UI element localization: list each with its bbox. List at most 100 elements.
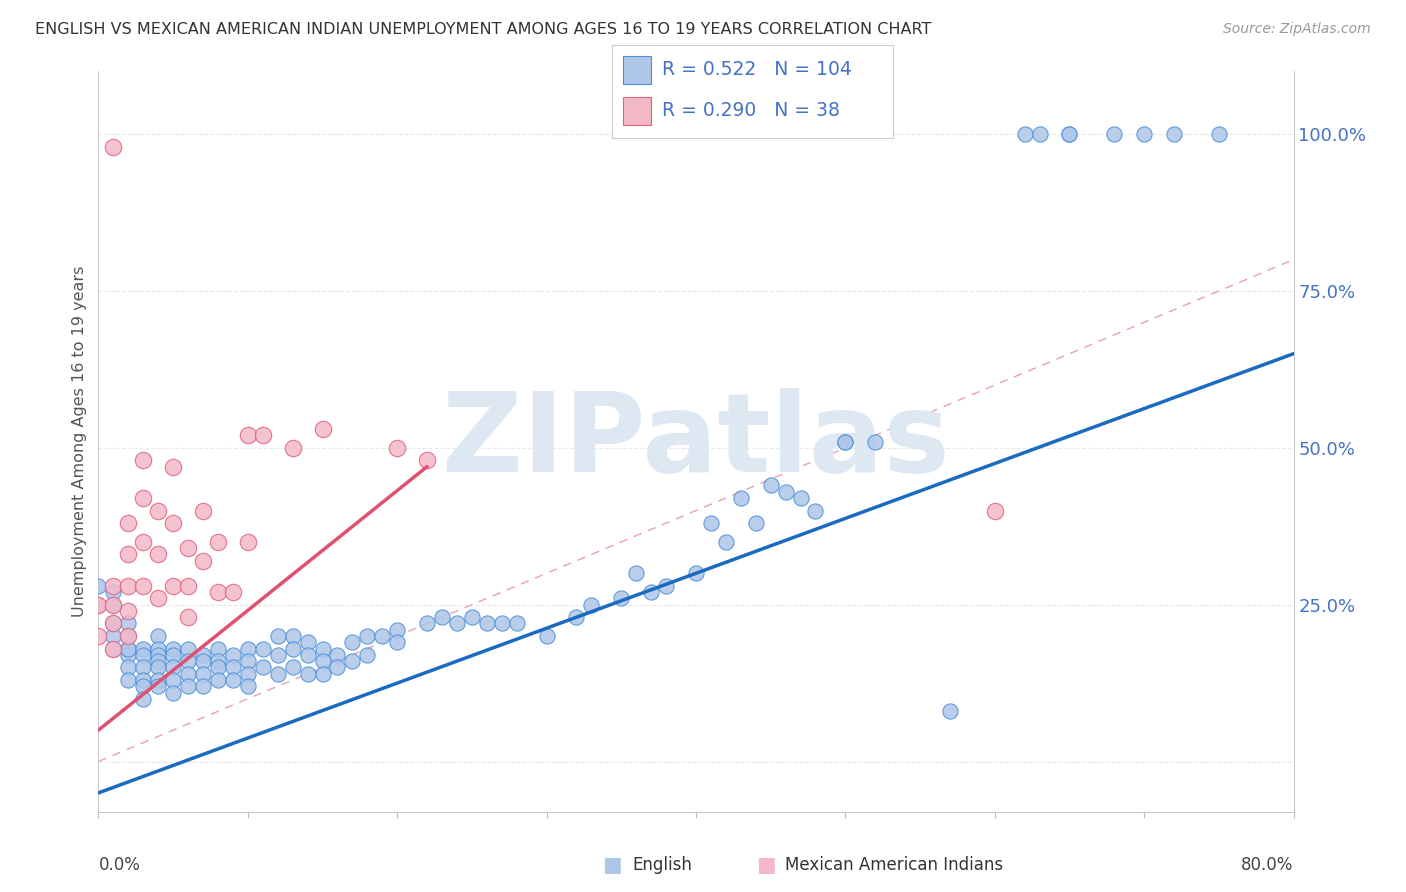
Point [475,616,498,631]
Point [191,666,214,681]
Point [162,685,184,699]
Text: ■: ■ [756,855,776,875]
Point [222,648,245,662]
Point [685,566,707,581]
Point [281,641,304,656]
Point [236,679,259,693]
Point [117,579,139,593]
Point [207,535,229,549]
Point [191,648,214,662]
Point [1208,127,1230,141]
Text: 80.0%: 80.0% [1241,856,1294,874]
Point [297,666,319,681]
Point [117,629,139,643]
Point [207,654,229,668]
Point [117,660,139,674]
Text: English: English [633,856,693,874]
Point [236,535,259,549]
Text: ENGLISH VS MEXICAN AMERICAN INDIAN UNEMPLOYMENT AMONG AGES 16 TO 19 YEARS CORREL: ENGLISH VS MEXICAN AMERICAN INDIAN UNEMP… [35,22,932,37]
Point [281,441,304,455]
Point [834,434,856,449]
Point [252,660,274,674]
Point [162,673,184,687]
Point [177,610,200,624]
Point [148,641,170,656]
Point [789,491,811,505]
Point [834,434,856,449]
Point [326,660,349,674]
Point [148,679,170,693]
Text: Mexican American Indians: Mexican American Indians [785,856,1002,874]
Point [207,585,229,599]
Point [626,566,648,581]
Text: Source: ZipAtlas.com: Source: ZipAtlas.com [1223,22,1371,37]
Point [804,503,827,517]
Point [117,616,139,631]
Point [207,660,229,674]
Point [148,654,170,668]
Point [297,635,319,649]
Point [565,610,588,624]
Point [267,648,290,662]
Point [281,660,304,674]
Point [148,648,170,662]
Point [356,629,378,643]
Y-axis label: Unemployment Among Ages 16 to 19 years: Unemployment Among Ages 16 to 19 years [72,266,87,617]
Point [191,503,214,517]
Point [162,516,184,530]
Point [1104,127,1126,141]
Point [117,629,139,643]
Point [1059,127,1081,141]
Point [148,503,170,517]
Point [148,629,170,643]
Point [103,579,125,593]
Point [775,484,797,499]
Point [103,598,125,612]
Point [252,641,274,656]
Point [162,660,184,674]
Point [103,616,125,631]
Point [148,591,170,606]
Point [117,648,139,662]
Point [700,516,723,530]
Text: ZIPatlas: ZIPatlas [441,388,950,495]
Point [132,673,155,687]
Point [117,604,139,618]
Point [506,616,529,631]
Point [416,453,439,467]
Point [745,516,768,530]
Point [87,629,110,643]
Point [207,641,229,656]
Point [132,648,155,662]
Point [1133,127,1156,141]
Point [1014,127,1036,141]
Text: R = 0.522   N = 104: R = 0.522 N = 104 [662,60,852,78]
Point [252,428,274,442]
Point [148,673,170,687]
Point [714,535,737,549]
Point [491,616,513,631]
Point [236,428,259,442]
Point [132,491,155,505]
Point [177,579,200,593]
Point [342,635,364,649]
Point [730,491,752,505]
Point [385,635,409,649]
Point [177,641,200,656]
Point [222,673,245,687]
Text: 0.0%: 0.0% [98,856,141,874]
Point [581,598,603,612]
Point [416,616,439,631]
Point [191,679,214,693]
Point [191,554,214,568]
Point [177,679,200,693]
Point [132,453,155,467]
Point [162,579,184,593]
Point [1059,127,1081,141]
Point [939,704,962,718]
Bar [623,56,651,84]
Point [162,648,184,662]
Point [103,616,125,631]
Point [177,654,200,668]
Point [430,610,453,624]
